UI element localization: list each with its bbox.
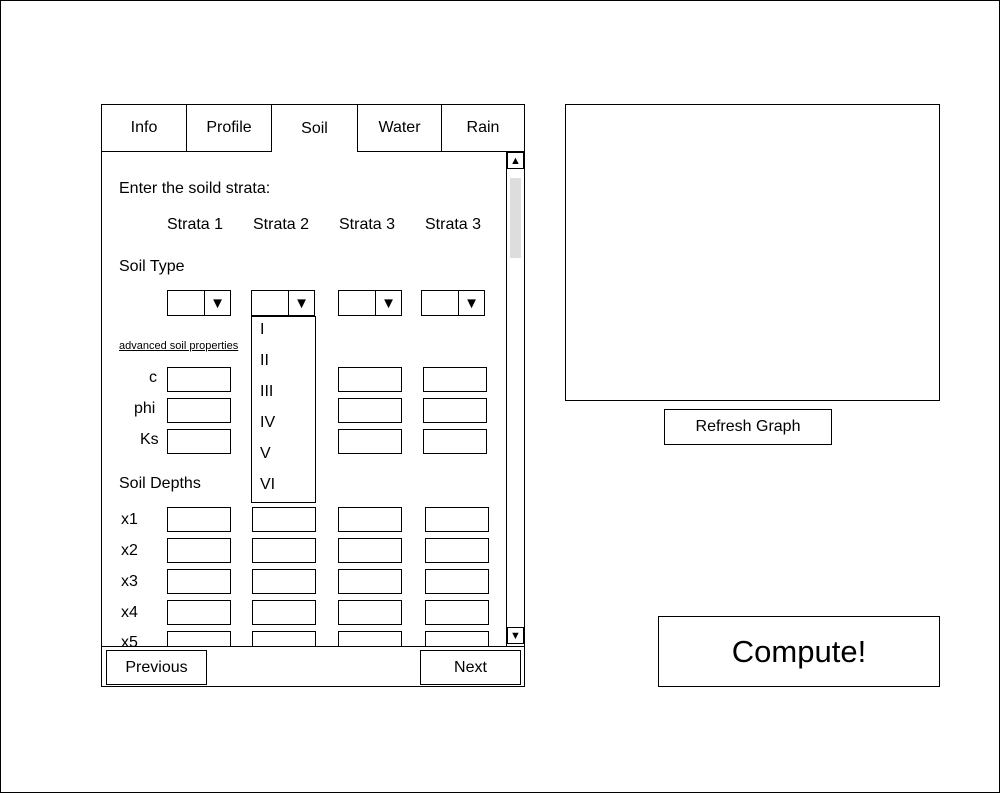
x1-input-strata-1[interactable] [167,507,231,532]
c-input-strata-1[interactable] [167,367,231,392]
prop-label-c: c [149,369,157,386]
previous-button[interactable]: Previous [106,650,207,685]
tab-rain[interactable]: Rain [442,105,524,152]
x2-input-strata-3[interactable] [338,538,402,563]
ks-input-strata-1[interactable] [167,429,231,454]
scroll-up-arrow-icon[interactable]: ▲ [507,152,524,169]
refresh-graph-button[interactable]: Refresh Graph [664,409,832,445]
ks-input-strata-3[interactable] [338,429,402,454]
soil-depths-label: Soil Depths [119,475,201,492]
x2-input-strata-1[interactable] [167,538,231,563]
c-input-strata-3[interactable] [338,367,402,392]
phi-input-strata-1[interactable] [167,398,231,423]
x4-input-strata-3[interactable] [338,600,402,625]
x2-input-strata-2[interactable] [252,538,316,563]
depth-label-x3: x3 [121,573,138,590]
dropdown-option[interactable]: III [260,383,274,400]
chevron-down-icon[interactable]: ▼ [375,291,401,315]
chevron-down-icon[interactable]: ▼ [288,291,314,315]
next-button[interactable]: Next [420,650,521,685]
x4-input-strata-1[interactable] [167,600,231,625]
tab-water[interactable]: Water [358,105,442,152]
tab-info[interactable]: Info [102,105,187,152]
tab-bar: Info Profile Soil Water Rain [102,105,524,152]
depth-label-x5: x5 [121,634,138,646]
dropdown-option[interactable]: VI [260,476,276,493]
soil-type-select-1[interactable]: ▼ [167,290,231,316]
chevron-down-icon[interactable]: ▼ [458,291,484,315]
soil-type-label: Soil Type [119,258,185,275]
graph-area [565,104,940,401]
vertical-scrollbar[interactable]: ▲ ▼ [506,152,524,646]
x5-input-strata-4[interactable] [425,631,489,646]
x5-input-strata-1[interactable] [167,631,231,646]
tab-profile[interactable]: Profile [187,105,272,152]
ks-input-strata-4[interactable] [423,429,487,454]
x3-input-strata-1[interactable] [167,569,231,594]
x4-input-strata-4[interactable] [425,600,489,625]
depth-label-x1: x1 [121,511,138,528]
x3-input-strata-4[interactable] [425,569,489,594]
depth-label-x2: x2 [121,542,138,559]
phi-input-strata-3[interactable] [338,398,402,423]
x5-input-strata-2[interactable] [252,631,316,646]
x2-input-strata-4[interactable] [425,538,489,563]
intro-text: Enter the soild strata: [119,180,271,197]
x5-input-strata-3[interactable] [338,631,402,646]
compute-button[interactable]: Compute! [658,616,940,687]
tab-soil[interactable]: Soil [272,105,358,152]
strata-header: Strata 1 [167,216,224,233]
strata-header: Strata 3 [425,216,482,233]
x1-input-strata-2[interactable] [252,507,316,532]
scroll-down-arrow-icon[interactable]: ▼ [507,627,524,644]
depth-label-x4: x4 [121,604,138,621]
panel-footer: Previous Next [102,646,524,686]
strata-header: Strata 3 [339,216,396,233]
scrollbar-thumb[interactable] [510,178,521,258]
phi-input-strata-4[interactable] [423,398,487,423]
advanced-soil-properties-link[interactable]: advanced soil properties [119,340,239,352]
prop-label-ks: Ks [140,431,159,448]
soil-type-select-4[interactable]: ▼ [421,290,485,316]
x3-input-strata-2[interactable] [252,569,316,594]
soil-tab-content: Enter the soild strata: Strata 1 Strata … [102,152,506,646]
x4-input-strata-2[interactable] [252,600,316,625]
c-input-strata-4[interactable] [423,367,487,392]
input-panel: Info Profile Soil Water Rain Enter the s… [101,104,525,687]
x1-input-strata-3[interactable] [338,507,402,532]
dropdown-option[interactable]: II [260,352,269,369]
x1-input-strata-4[interactable] [425,507,489,532]
dropdown-option[interactable]: I [260,321,265,338]
dropdown-option[interactable]: V [260,445,271,462]
soil-type-select-2[interactable]: ▼ [251,290,315,316]
chevron-down-icon[interactable]: ▼ [204,291,230,315]
soil-type-select-3[interactable]: ▼ [338,290,402,316]
prop-label-phi: phi [134,400,156,417]
soil-type-dropdown: I II III IV V VI [251,316,316,503]
x3-input-strata-3[interactable] [338,569,402,594]
dropdown-option[interactable]: IV [260,414,276,431]
strata-header: Strata 2 [253,216,310,233]
